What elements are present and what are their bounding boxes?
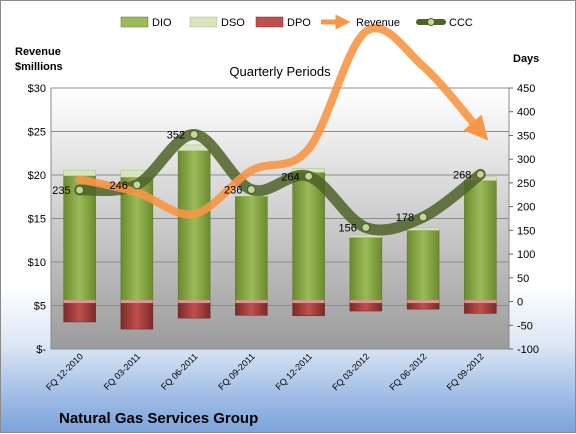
legend-label-dso: DSO [221, 17, 245, 29]
right-axis-title: Days [513, 53, 539, 65]
dio-bar [406, 230, 440, 302]
dio-bar [464, 180, 497, 302]
dso-bar [63, 169, 96, 177]
category-label: FQ 03-2011 [102, 351, 143, 392]
bar-baseline [407, 300, 440, 304]
dpo-bar [63, 301, 96, 323]
category-label: FQ 09-2011 [216, 351, 257, 392]
legend-label-revenue: Revenue [356, 17, 400, 29]
chart-texts: Quarterly Periods Revenue $millions Days Nat… [15, 46, 539, 427]
legend-label-dpo: DPO [287, 17, 311, 29]
legend-swatch-ccc-point [427, 18, 435, 26]
dio-bar [349, 237, 383, 302]
bar-baseline [292, 300, 325, 304]
dio-bar [292, 172, 325, 302]
bar-baseline [235, 300, 268, 304]
right-tick-label: 400 [517, 107, 535, 119]
right-tick-label: 300 [517, 154, 535, 166]
left-tick-label: $15 [28, 214, 46, 226]
right-tick-label: 250 [517, 178, 535, 190]
ccc-point [475, 169, 485, 179]
dso-bar [406, 227, 440, 231]
dpo-bar [177, 301, 211, 319]
ccc-point [418, 212, 428, 222]
ccc-point [189, 129, 199, 140]
ccc-data-label: 156 [339, 223, 357, 235]
left-tick-label: $30 [28, 83, 46, 95]
ccc-point [75, 185, 85, 195]
dio-bar [235, 195, 268, 302]
right-tick-label: 150 [517, 225, 535, 237]
dio-bar [177, 150, 211, 302]
ccc-data-label: 246 [110, 180, 128, 192]
ccc-point [361, 222, 371, 233]
bar-baseline [120, 300, 153, 304]
left-tick-label: $- [36, 344, 46, 356]
revenue-line [75, 24, 489, 219]
dso-bar [349, 234, 383, 238]
left-axis-title: Revenue [15, 46, 61, 58]
category-label: FQ 06-2011 [159, 351, 200, 392]
bar-baseline [349, 300, 382, 304]
right-tick-label: 350 [517, 130, 535, 142]
left-tick-label: $20 [28, 170, 46, 182]
legend-label-dio: DIO [152, 17, 172, 29]
right-tick-label: 100 [517, 249, 535, 261]
left-axis-title-unit: $millions [15, 61, 63, 73]
right-tick-label: 450 [517, 83, 535, 95]
ccc-data-label: 268 [453, 169, 471, 181]
right-tick-label: 0 [517, 297, 523, 309]
ccc-point [246, 184, 256, 195]
category-label: FQ 12-2011 [273, 351, 314, 392]
dpo-bar [235, 301, 268, 316]
right-tick-label: -50 [517, 320, 533, 332]
ccc-data-label: 236 [224, 185, 242, 197]
legend-swatch-dso [189, 16, 218, 28]
ccc-data-label: 264 [281, 171, 299, 183]
category-label: FQ 03-2012 [330, 351, 371, 392]
legend: DIO DSO DPO Revenue CCC [120, 14, 473, 30]
company-name: Natural Gas Services Group [59, 410, 258, 427]
legend-swatch-dio [120, 16, 149, 28]
right-tick-label: -100 [517, 344, 539, 356]
left-tick-label: $5 [34, 301, 46, 313]
dpo-bar [292, 301, 325, 317]
left-tick-label: $10 [28, 257, 46, 269]
dpo-bar [464, 301, 497, 314]
category-label: FQ 09-2012 [445, 351, 486, 392]
bar-baseline [178, 300, 211, 304]
ccc-data-label: 352 [167, 130, 185, 142]
chart-title: Quarterly Periods [229, 64, 331, 79]
category-label: FQ 12-2010 [44, 351, 85, 392]
bar-baseline [63, 300, 96, 304]
dio-bar [63, 175, 96, 302]
ccc-point [132, 180, 142, 190]
legend-swatch-dpo [255, 16, 284, 28]
category-label: FQ 06-2012 [388, 351, 429, 392]
lines: 235 246 352 236 264 156 178 268 [52, 24, 489, 236]
dpo-bar [120, 301, 154, 330]
left-tick-label: $25 [28, 127, 46, 139]
legend-label-ccc: CCC [449, 17, 473, 29]
ccc-data-label: 178 [396, 212, 414, 224]
bar-baseline [464, 300, 497, 304]
right-tick-label: 50 [517, 273, 529, 285]
right-tick-label: 200 [517, 202, 535, 214]
ccc-line [74, 129, 486, 236]
ccc-data-label: 235 [52, 185, 70, 197]
ccc-point [304, 171, 314, 181]
